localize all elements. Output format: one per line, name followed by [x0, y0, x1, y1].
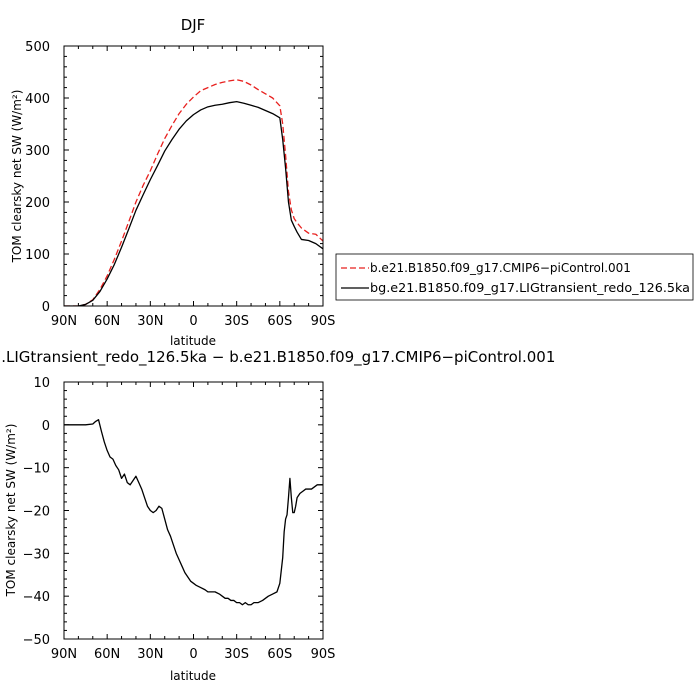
top-chart-x-tick-label: 90N — [51, 314, 77, 329]
bottom-chart-x-tick-label: 90N — [51, 647, 77, 662]
top-chart-y-tick-label: 0 — [42, 300, 50, 315]
bottom-chart-x-tick-label: 90S — [311, 647, 336, 662]
bottom-chart-x-tick-label: 30S — [224, 647, 249, 662]
top-chart-y-tick-label: 400 — [25, 92, 50, 107]
legend-box — [335, 253, 694, 301]
bottom-chart-x-tick-label: 60S — [267, 647, 292, 662]
top-chart-series-group — [64, 79, 323, 306]
bottom-chart-y-tick-label: 0 — [42, 419, 50, 434]
bottom-chart-x-tick-label: 30N — [137, 647, 163, 662]
top-chart-x-tick-label: 30S — [224, 314, 249, 329]
top-chart-y-axis-label: TOM clearsky net SW (W/m²) — [10, 90, 24, 264]
top-chart-x-tick-label: 60N — [94, 314, 120, 329]
top-chart-y-tick-label: 100 — [25, 248, 50, 263]
top-chart-x-tick-label: 60S — [267, 314, 292, 329]
top-chart-x-tick-label: 0 — [189, 314, 197, 329]
bottom-chart-x-tick-label: 60N — [94, 647, 120, 662]
top-chart-x-tick-label: 90S — [311, 314, 336, 329]
top-chart-series-line-0 — [64, 79, 323, 306]
legend-label-lig-transient: bg.e21.B1850.f09_g17.LIGtransient_redo_1… — [370, 281, 690, 295]
bottom-chart-y-axis-label: TOM clearsky net SW (W/m²) — [4, 424, 18, 598]
bottom-chart-title: bg.e21.B1850.f09_g17.LIGtransient_redo_1… — [0, 348, 555, 367]
bottom-chart-y-tick-label: 10 — [33, 376, 50, 391]
bottom-chart: bg.e21.B1850.f09_g17.LIGtransient_redo_1… — [0, 348, 555, 683]
legend-label-pi-control: b.e21.B1850.f09_g17.CMIP6−piControl.001 — [370, 261, 631, 275]
bottom-chart-y-tick-label: −30 — [23, 547, 50, 562]
bottom-chart-frame — [63, 381, 324, 640]
top-chart-y-tick-label: 200 — [25, 196, 50, 211]
bottom-chart-x-tick-label: 0 — [189, 647, 197, 662]
bottom-chart-y-tick-label: −40 — [23, 590, 50, 605]
top-chart: DJF 90N 60N 30N 0 30S 60S 90S0100200300400500 … — [10, 16, 335, 348]
top-chart-axes: 90N 60N 30N 0 30S 60S 90S 0 100 200 300 400 500 — [25, 40, 335, 329]
top-chart-x-axis-label: latitude — [170, 334, 216, 348]
legend: b.e21.B1850.f09_g17.CMIP6−piControl.001 … — [335, 253, 694, 301]
top-chart-y-tick-label: 300 — [25, 144, 50, 159]
top-chart-y-tick-label: 500 — [25, 40, 50, 55]
bottom-chart-x-axis-label: latitude — [170, 669, 216, 683]
bottom-chart-axes: 90N 60N 30N 0 30S 60S 90S −50 −40 −30 −20 −10 0 10 — [23, 376, 336, 662]
bottom-chart-series-line-0 — [64, 419, 323, 606]
top-chart-x-tick-label: 30N — [137, 314, 163, 329]
bottom-chart-series-group — [64, 419, 323, 606]
bottom-chart-y-tick-label: −20 — [23, 505, 50, 520]
top-chart-series-line-1 — [64, 100, 323, 306]
bottom-chart-y-tick-label: −10 — [23, 462, 50, 477]
bottom-chart-y-tick-label: −50 — [23, 633, 50, 648]
top-chart-frame — [63, 45, 324, 307]
top-chart-title: DJF — [181, 16, 206, 34]
